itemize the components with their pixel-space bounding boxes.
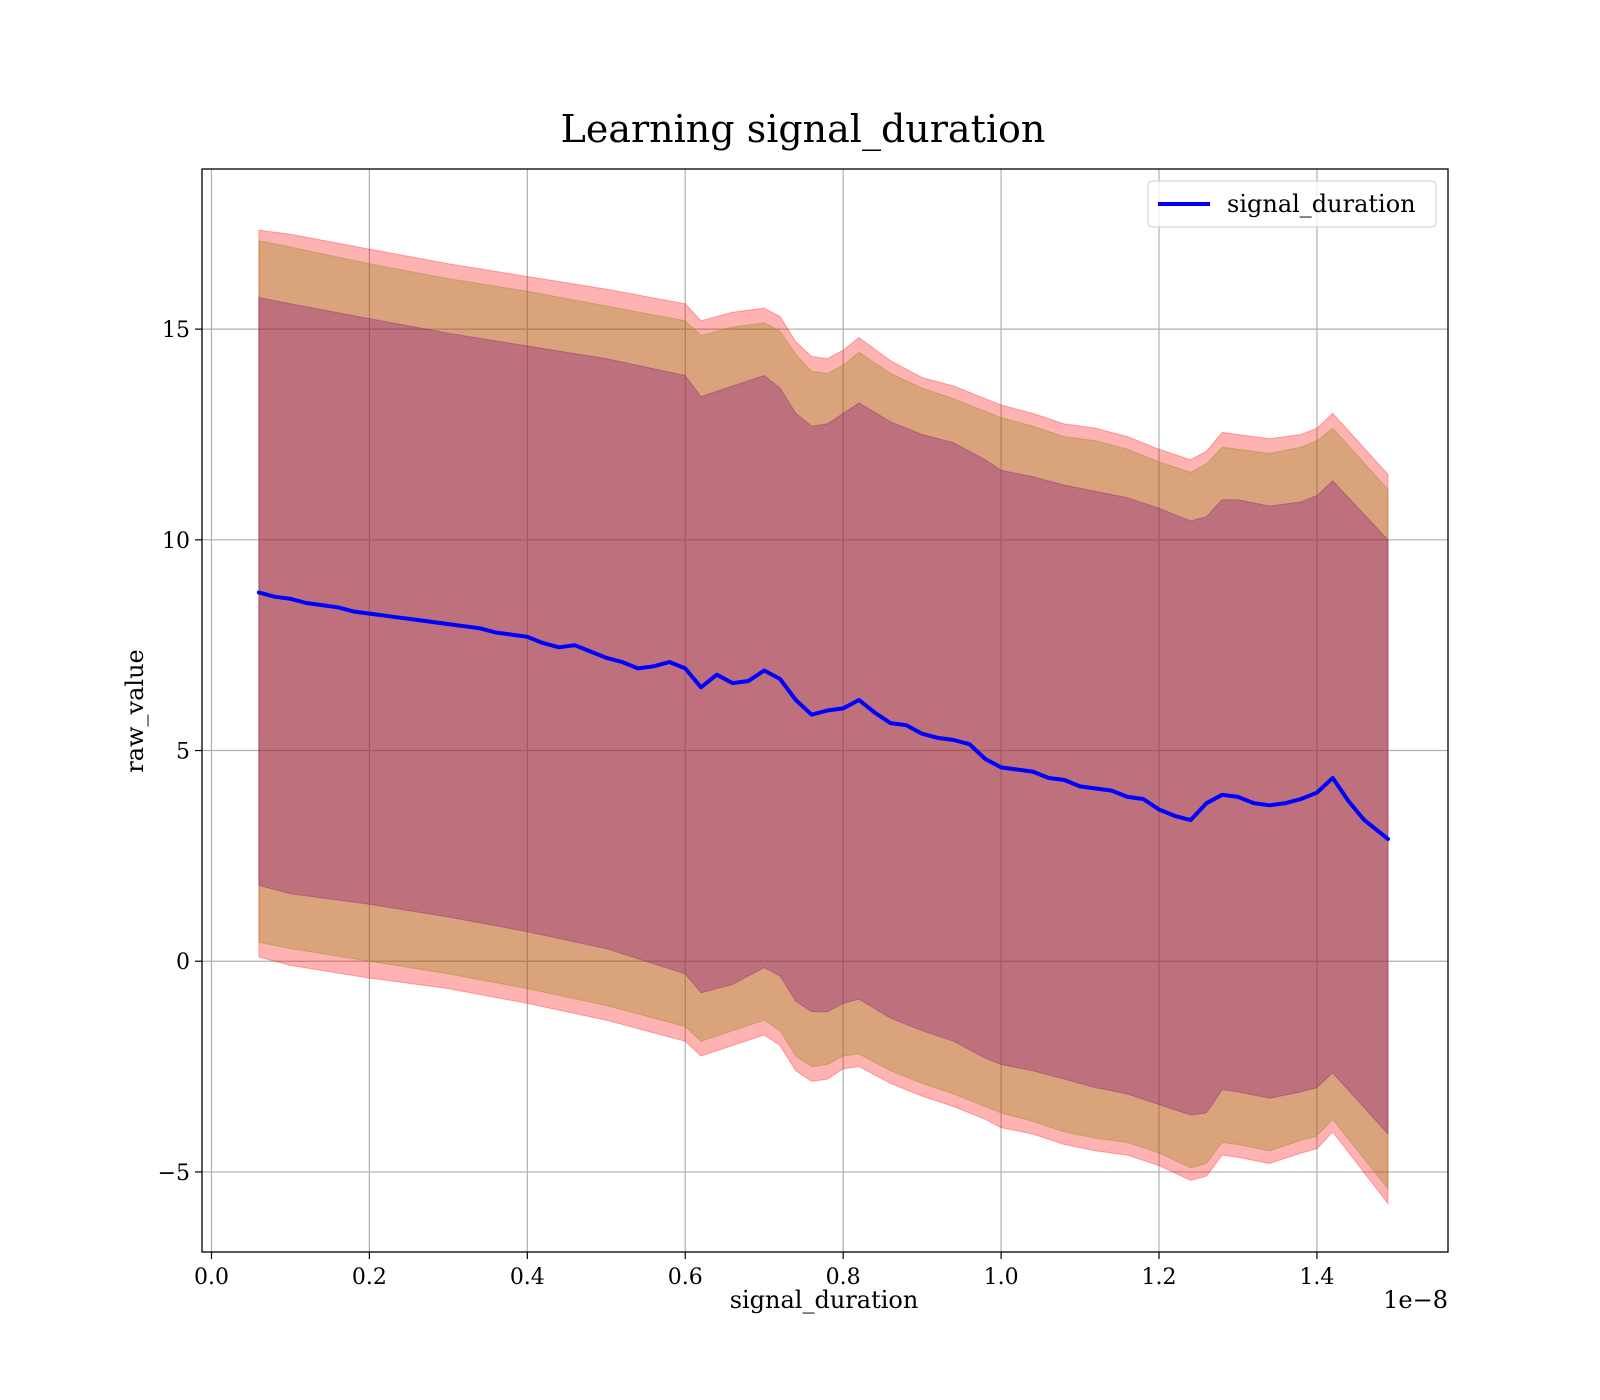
y-tick-label: 0 — [176, 950, 190, 975]
x-tick-label: 0.4 — [510, 1265, 545, 1290]
y-axis-ticks: −5 0 5 10 15 — [158, 318, 202, 1186]
y-tick-label: 10 — [162, 529, 190, 554]
legend-box — [1147, 180, 1437, 228]
x-tick-label: 0.6 — [668, 1265, 703, 1290]
confidence-band-2 — [258, 239, 1389, 1191]
confidence-band-3 — [258, 296, 1389, 1136]
y-tick-label: 5 — [176, 740, 190, 765]
confidence-bands — [258, 229, 1389, 1205]
series-lines — [256, 590, 1390, 841]
x-axis-ticks: 0.0 0.2 0.4 0.6 0.8 1.0 1.2 1.4 — [194, 1252, 1334, 1290]
x-tick-label: 1.2 — [1142, 1265, 1177, 1290]
series-line-signal-duration — [256, 590, 1390, 841]
x-tick-label: 1.4 — [1299, 1265, 1334, 1290]
y-tick-label: 15 — [162, 318, 190, 343]
x-tick-label: 0.0 — [194, 1265, 229, 1290]
confidence-band-1 — [258, 229, 1389, 1205]
x-tick-label: 1.0 — [984, 1265, 1019, 1290]
x-tick-label: 0.8 — [826, 1265, 861, 1290]
legend: signal_duration — [1147, 180, 1437, 228]
x-axis-label: signal_duration — [730, 1286, 919, 1314]
x-tick-label: 0.2 — [352, 1265, 387, 1290]
plot-frame — [201, 168, 1449, 1253]
grid — [202, 169, 1448, 1252]
x-axis-offset-text: 1e−8 — [1383, 1286, 1448, 1314]
y-axis-label: raw_value — [121, 649, 149, 773]
legend-label-signal-duration: signal_duration — [1227, 190, 1416, 218]
y-tick-label: −5 — [158, 1161, 190, 1186]
chart-title: Learning signal_duration — [561, 107, 1046, 152]
